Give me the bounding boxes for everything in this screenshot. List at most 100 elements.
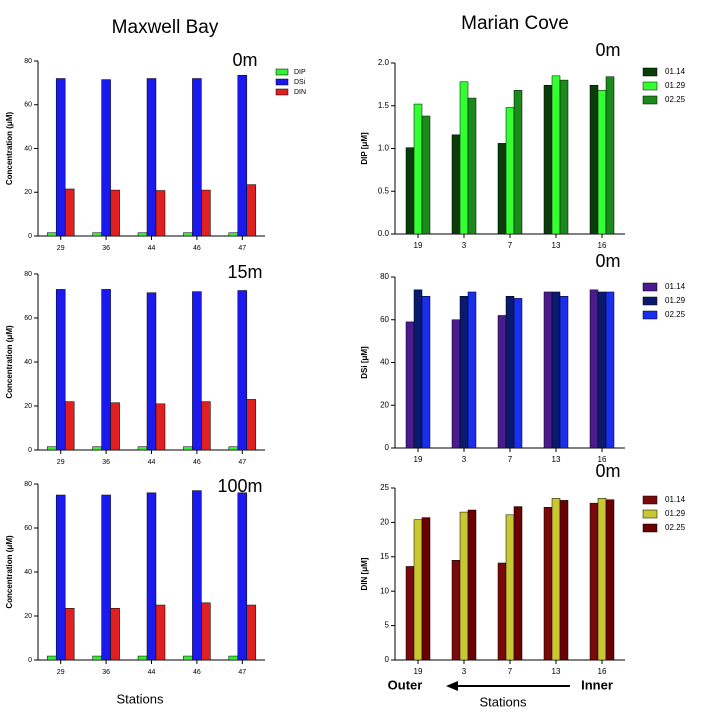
bar [451,134,461,235]
bar [110,402,120,451]
legend-swatch [275,78,289,86]
bar [46,655,57,661]
legend-swatch [642,296,658,306]
bar [505,107,515,235]
depth-label: 0m [595,461,620,481]
legend-label: 01.14 [665,282,686,291]
x-tick-label: 47 [238,459,246,466]
heading: Maxwell Bay [112,17,219,38]
bar [421,295,431,449]
bar [201,189,211,237]
bar [146,292,157,451]
bar [110,189,120,237]
y-axis-label: Concentration (μM) [5,535,14,609]
y-axis-label: DSi [μM] [360,346,369,379]
bar [467,97,477,235]
depth-label: 15m [227,262,262,282]
bar [467,291,477,449]
x-tick-label: 13 [552,455,561,464]
bar [421,517,431,661]
x-tick-label: 3 [462,667,467,676]
depth-label: 100m [217,476,262,496]
bar [228,232,239,237]
y-tick-label: 40 [24,145,32,152]
x-tick-label: 13 [552,241,561,250]
bar [110,608,120,661]
legend-label: DSi [294,79,306,86]
y-axis-label: Concentration (μM) [5,112,14,186]
bar [513,90,523,235]
x-tick-label: 36 [102,245,110,252]
x-tick-label: 7 [508,455,513,464]
x-tick-label: 44 [148,669,156,676]
y-tick-label: 80 [24,58,32,65]
bar [497,315,507,449]
x-tick-label: 7 [508,241,513,250]
bar [55,494,66,661]
bar [543,507,553,661]
y-tick-label: 80 [24,271,32,278]
bar [405,147,415,235]
y-tick-label: 40 [24,569,32,576]
legend-label: DIP [294,69,306,76]
y-tick-label: 0.5 [378,186,390,195]
bar [237,290,248,451]
x-tick-label: 16 [598,241,607,250]
y-tick-label: 25 [380,483,389,492]
y-tick-label: 0 [28,447,32,454]
bar [192,78,202,237]
bar [237,492,248,661]
bar [597,498,607,661]
legend-label: 02.25 [665,95,686,104]
bar [146,492,157,661]
x-tick-label: 19 [414,241,423,250]
bar [246,184,257,237]
bar [155,604,166,661]
depth-label: 0m [595,251,620,271]
x-tick-label: 46 [193,669,201,676]
legend-label: 01.29 [665,296,686,305]
legend-swatch [642,310,658,320]
legend-swatch [642,495,658,505]
x-tick-label: 44 [148,459,156,466]
legend-swatch [642,509,658,519]
x-tick-label: 36 [102,669,110,676]
legend-label: 01.29 [665,81,686,90]
bar [497,562,507,661]
bar [497,143,507,235]
y-tick-label: 0.0 [378,229,390,238]
y-tick-label: 60 [24,102,32,109]
legend-swatch [275,68,289,76]
depth-label: 0m [232,50,257,70]
y-tick-label: 15 [380,552,389,561]
bar [246,399,257,451]
bar [46,446,57,451]
y-tick-label: 0 [28,233,32,240]
bar [55,289,66,451]
bar [513,298,523,449]
direction-label: Outer [388,677,423,692]
bar [421,115,431,235]
bar [246,604,257,661]
bar [55,78,66,237]
x-tick-label: 46 [193,245,201,252]
bar [451,559,461,661]
x-tick-label: 7 [508,667,513,676]
x-tick-label: 47 [238,245,246,252]
y-axis-label: Concentration (μM) [5,325,14,399]
x-tick-label: 44 [148,245,156,252]
y-tick-label: 20 [380,518,389,527]
x-tick-label: 16 [598,455,607,464]
bar [101,494,111,661]
bar [155,403,166,451]
x-tick-label: 36 [102,459,110,466]
legend-swatch [642,523,658,533]
bar [137,232,148,237]
x-axis-label: Stations [480,694,527,709]
y-tick-label: 0 [28,657,32,664]
y-axis-label: DIP [μM] [360,132,369,165]
y-tick-label: 1.0 [378,144,390,153]
bar [413,519,423,661]
bar [228,655,239,661]
